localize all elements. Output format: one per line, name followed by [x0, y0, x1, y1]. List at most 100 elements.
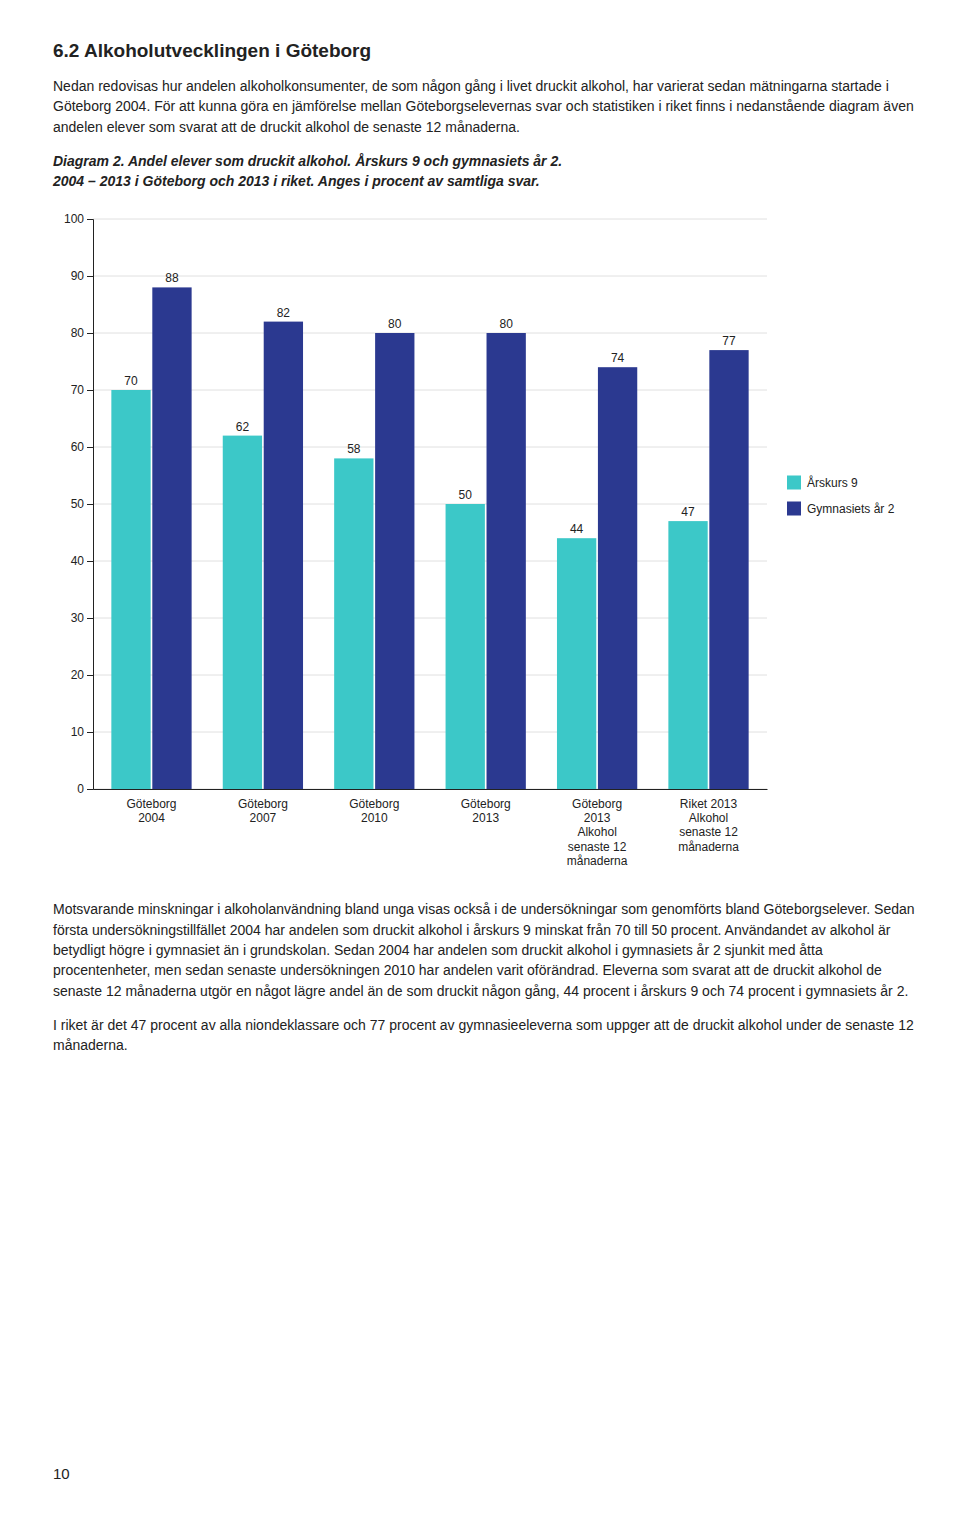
tick-label: 10 — [71, 726, 85, 740]
tick-mark — [87, 675, 93, 676]
bar — [709, 351, 748, 790]
tick-label: 70 — [71, 384, 85, 398]
tick: 50 — [71, 498, 93, 512]
tick-mark — [87, 618, 93, 619]
tick-label: Göteborg2004 — [126, 797, 176, 825]
tick: 60 — [71, 441, 93, 455]
bars — [111, 288, 748, 790]
bar — [111, 390, 150, 789]
grid-line — [93, 333, 767, 334]
bar — [557, 539, 596, 790]
tick-label: 100 — [64, 213, 84, 227]
body-text: Motsvarande minskningar i alkoholanvändn… — [53, 899, 917, 1000]
grid-line — [93, 789, 767, 790]
chart-caption: Diagram 2. Andel elever som druckit alko… — [53, 151, 917, 192]
chart: 0102030405060708090100Göteborg2004Götebo… — [53, 199, 917, 889]
data-label: 80 — [388, 317, 402, 331]
bar — [375, 333, 414, 789]
tick-mark — [87, 732, 93, 733]
data-labels: 706258504447888280807477 — [124, 272, 736, 537]
grid-line — [93, 561, 767, 562]
bar — [334, 459, 373, 790]
bar — [487, 333, 526, 789]
tick: Göteborg2010 — [349, 797, 399, 825]
tick: 100 — [64, 213, 93, 227]
tick: Göteborg2004 — [126, 797, 176, 825]
tick-mark — [87, 561, 93, 562]
legend-item: Gymnasiets år 2 — [787, 502, 895, 516]
tick-mark — [87, 333, 93, 334]
data-label: 88 — [165, 272, 179, 286]
tick: Göteborg2007 — [238, 797, 288, 825]
bar — [598, 368, 637, 790]
tick: Riket 2013Alkoholsenaste 12månaderna — [678, 797, 739, 854]
grid-line — [93, 504, 767, 505]
tick-label: Göteborg2007 — [238, 797, 288, 825]
grid-line — [93, 447, 767, 448]
data-label: 62 — [236, 420, 250, 434]
legend-label: Gymnasiets år 2 — [807, 502, 895, 516]
tick-label: Göteborg2013 — [461, 797, 511, 825]
data-label: 82 — [277, 306, 291, 320]
bar — [223, 436, 262, 789]
tick: Göteborg2013Alkoholsenaste 12månaderna — [567, 797, 628, 869]
legend-swatch — [787, 502, 801, 516]
tick-mark — [87, 390, 93, 391]
data-label: 74 — [611, 352, 625, 366]
tick-label: 90 — [71, 270, 85, 284]
plot: 0102030405060708090100Göteborg2004Götebo… — [64, 213, 895, 869]
data-label: 47 — [681, 506, 695, 520]
grid-line — [93, 675, 767, 676]
heading: 6.2 Alkoholutvecklingen i Göteborg — [53, 40, 917, 62]
grid — [93, 219, 767, 789]
x-axis: Göteborg2004 Göteborg2007 Göteborg2010 Göte… — [94, 790, 768, 869]
grid-line — [93, 219, 767, 220]
tick: 90 — [71, 270, 93, 284]
legend: Årskurs 9 Gymnasiets år 2 — [787, 475, 895, 516]
tick: Göteborg2013 — [461, 797, 511, 825]
tick-label: 0 — [77, 783, 84, 797]
legend-swatch — [787, 476, 801, 490]
tick-label: Riket 2013Alkoholsenaste 12månaderna — [678, 797, 739, 854]
chart-title: Diagram 2. Andel elever som druckit alko… — [53, 151, 917, 171]
legend-item: Årskurs 9 — [787, 475, 858, 490]
tick-label: 30 — [71, 612, 85, 626]
bar — [668, 522, 707, 790]
tick: 20 — [71, 669, 93, 683]
legend-label: Årskurs 9 — [807, 475, 858, 490]
tick-label: 20 — [71, 669, 85, 683]
bar — [446, 504, 485, 789]
tick-label: Göteborg2010 — [349, 797, 399, 825]
tick-mark — [87, 219, 93, 220]
bar — [152, 288, 191, 790]
tick: 80 — [71, 327, 93, 341]
axis-line — [94, 789, 768, 790]
tick: 10 — [71, 726, 93, 740]
tick-mark — [87, 447, 93, 448]
grid-line — [93, 618, 767, 619]
tick: 30 — [71, 612, 93, 626]
tick: 40 — [71, 555, 93, 569]
tick-label: 60 — [71, 441, 85, 455]
page-number: 10 — [53, 1465, 70, 1482]
tick-mark — [87, 789, 93, 790]
tick-mark — [87, 276, 93, 277]
grid-line — [93, 732, 767, 733]
axis-line — [87, 220, 94, 790]
data-label: 77 — [722, 335, 736, 349]
tick-label: 50 — [71, 498, 85, 512]
chart-subtitle: 2004 – 2013 i Göteborg och 2013 i riket.… — [53, 171, 917, 191]
body-text: I riket är det 47 procent av alla nionde… — [53, 1015, 917, 1056]
intro-text: Nedan redovisas hur andelen alkoholkonsu… — [53, 76, 917, 137]
bar — [264, 322, 303, 789]
tick-label: 80 — [71, 327, 85, 341]
tick: 70 — [71, 384, 93, 398]
tick-label: 40 — [71, 555, 85, 569]
data-label: 80 — [500, 317, 514, 331]
data-label: 70 — [124, 374, 138, 388]
grid-line — [93, 390, 767, 391]
grid-line — [93, 276, 767, 277]
data-label: 44 — [570, 523, 584, 537]
y-axis: 0 10 20 30 40 50 60 70 80 90 100 — [64, 213, 94, 797]
data-label: 50 — [459, 488, 473, 502]
